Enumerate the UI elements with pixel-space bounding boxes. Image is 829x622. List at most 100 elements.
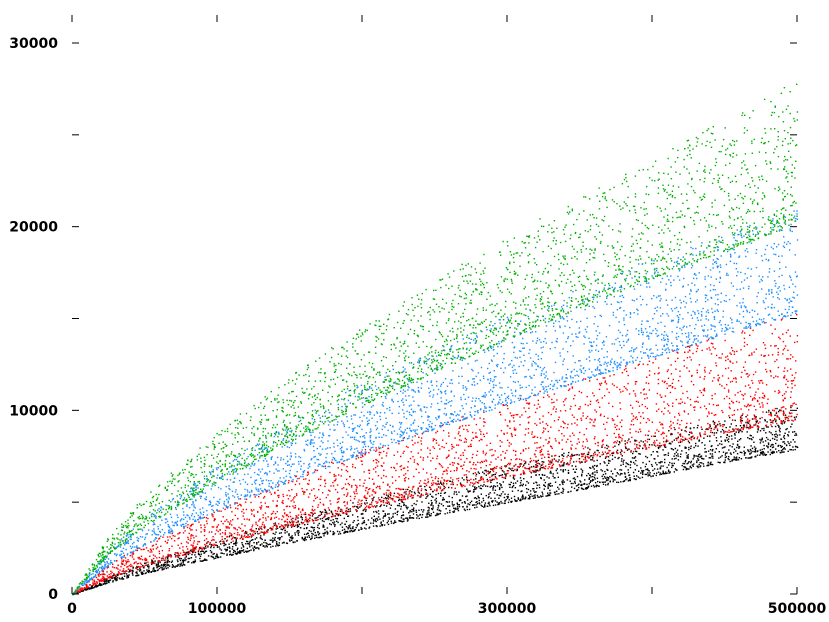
data-point <box>320 511 323 514</box>
data-point <box>190 548 192 551</box>
data-point <box>725 452 727 454</box>
data-point <box>711 431 714 434</box>
data-point <box>406 517 408 519</box>
data-point <box>306 520 309 522</box>
data-point <box>648 446 650 449</box>
data-point <box>432 446 434 448</box>
data-point <box>98 581 101 583</box>
data-point <box>405 506 408 508</box>
data-point <box>411 511 413 513</box>
data-point <box>684 430 686 432</box>
data-point <box>686 357 689 359</box>
data-point <box>186 541 188 543</box>
data-point <box>775 448 777 450</box>
data-point <box>537 399 539 402</box>
data-point <box>698 364 701 366</box>
data-point <box>367 469 370 471</box>
data-point <box>372 460 375 462</box>
data-point <box>583 433 585 436</box>
data-point <box>783 434 785 437</box>
data-point <box>456 506 459 508</box>
data-point <box>696 438 698 440</box>
data-point <box>764 454 766 456</box>
data-point <box>588 478 590 480</box>
data-point <box>751 426 753 428</box>
data-point <box>689 398 692 401</box>
data-point <box>727 438 730 440</box>
data-point <box>509 421 511 423</box>
data-point <box>761 416 763 419</box>
data-point <box>323 525 325 527</box>
data-point <box>253 531 255 533</box>
data-point <box>326 533 329 535</box>
data-point <box>102 575 104 578</box>
data-point <box>752 426 754 428</box>
data-point <box>166 542 168 544</box>
data-point <box>199 546 201 549</box>
data-point <box>493 478 495 481</box>
data-point <box>667 452 670 454</box>
data-point <box>241 542 243 544</box>
data-point <box>485 485 487 487</box>
data-point <box>122 578 124 580</box>
data-point <box>158 567 161 570</box>
data-point <box>779 434 781 436</box>
data-point <box>215 541 217 544</box>
data-point <box>738 430 740 432</box>
data-point <box>237 532 239 534</box>
data-point <box>520 490 522 493</box>
data-point <box>779 452 781 454</box>
data-point <box>571 455 573 457</box>
data-point <box>317 516 319 518</box>
data-point <box>383 524 386 526</box>
data-point <box>605 484 607 486</box>
data-point <box>426 514 428 516</box>
data-point <box>420 443 423 445</box>
data-point <box>767 443 770 446</box>
data-point <box>505 498 507 501</box>
data-point <box>600 413 602 415</box>
data-point <box>494 466 496 469</box>
data-point <box>224 543 226 546</box>
data-point <box>470 439 473 442</box>
data-point <box>634 395 637 397</box>
data-point <box>684 351 686 353</box>
data-point <box>658 461 660 464</box>
data-point <box>714 451 716 453</box>
data-point <box>385 455 388 457</box>
data-point <box>738 445 740 448</box>
data-point <box>657 382 660 385</box>
data-point <box>286 521 288 523</box>
data-point <box>742 394 745 397</box>
data-point <box>785 416 787 419</box>
data-point <box>506 463 509 466</box>
data-point <box>686 438 688 441</box>
data-point <box>697 345 699 347</box>
data-point <box>743 450 745 452</box>
data-point <box>348 510 350 513</box>
data-point <box>638 453 640 455</box>
data-point <box>359 479 361 481</box>
data-point <box>784 397 786 400</box>
data-point <box>282 499 284 502</box>
data-point <box>466 488 468 490</box>
data-point <box>197 541 199 543</box>
data-point <box>784 375 786 377</box>
data-point <box>792 431 794 433</box>
data-point <box>420 437 423 439</box>
data-point <box>217 530 219 533</box>
data-point <box>569 462 571 464</box>
data-point <box>687 345 690 348</box>
data-point <box>396 504 399 507</box>
data-point <box>388 493 390 495</box>
data-point <box>634 381 637 383</box>
data-point <box>592 479 595 481</box>
data-point <box>498 488 501 491</box>
data-point <box>662 449 664 451</box>
data-point <box>661 461 663 463</box>
data-point <box>213 558 215 560</box>
data-point <box>774 436 777 438</box>
data-point <box>539 469 541 471</box>
data-point <box>499 467 501 469</box>
data-point <box>570 405 572 408</box>
